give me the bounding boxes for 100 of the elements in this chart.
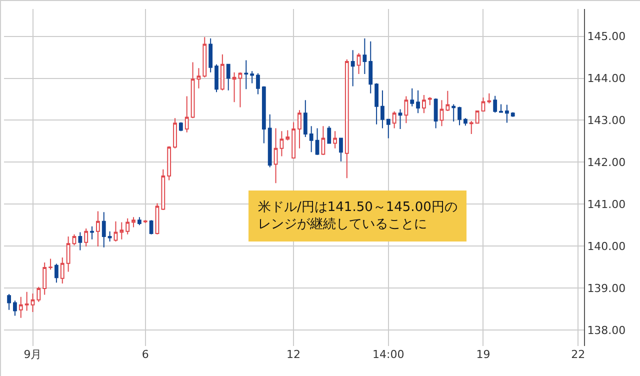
candlestick xyxy=(416,90,420,114)
candlestick xyxy=(422,94,426,114)
candlestick xyxy=(292,122,296,158)
candlestick xyxy=(410,88,414,107)
candlestick xyxy=(475,110,480,124)
candlestick xyxy=(274,128,278,184)
candlestick xyxy=(60,256,64,284)
candlestick xyxy=(434,98,438,129)
candlestick xyxy=(18,296,23,318)
y-tick-label: 138.00 xyxy=(587,324,626,337)
y-tick-label: 139.00 xyxy=(587,282,626,295)
candlestick xyxy=(428,96,432,106)
candlestick xyxy=(126,218,130,235)
candlestick xyxy=(298,110,302,149)
candlestick xyxy=(380,90,384,129)
candlestick xyxy=(499,104,503,114)
candlestick xyxy=(392,110,396,129)
candlestick xyxy=(84,228,88,248)
candlestick xyxy=(42,262,47,296)
candlestick xyxy=(333,130,337,149)
candlestick xyxy=(368,40,373,94)
candlestick xyxy=(339,138,343,162)
candlestick xyxy=(452,104,456,122)
y-tick-label: 140.00 xyxy=(587,240,626,253)
y-tick-label: 144.00 xyxy=(587,72,626,86)
y-tick-label: 143.00 xyxy=(587,114,626,128)
candlestick xyxy=(24,291,29,312)
candlestick xyxy=(504,104,509,124)
candlestick xyxy=(36,286,41,302)
candlestick xyxy=(232,72,236,103)
candlestick xyxy=(244,60,248,90)
candlestick xyxy=(7,293,11,310)
candlestick xyxy=(90,226,94,240)
candlestick xyxy=(344,58,349,179)
x-tick-label: 14:00 xyxy=(372,348,404,361)
candlestick xyxy=(262,86,266,144)
x-tick-label: 22 xyxy=(571,348,586,361)
candlestick xyxy=(72,234,76,246)
candlestick xyxy=(132,216,136,228)
candlestick xyxy=(398,108,402,130)
candlestick xyxy=(440,100,444,127)
candlestick xyxy=(13,300,17,316)
candlestick xyxy=(481,97,486,112)
candlestick xyxy=(493,95,498,114)
candlestick xyxy=(108,230,112,242)
candlestick xyxy=(350,50,355,87)
candlestick xyxy=(114,220,118,242)
x-tick-label: 12 xyxy=(286,348,301,361)
candlestick xyxy=(220,54,224,91)
candlestick xyxy=(286,130,290,141)
candlestick xyxy=(54,263,58,284)
candlestick xyxy=(173,118,177,149)
candlestick xyxy=(238,72,242,108)
candlestick xyxy=(469,120,474,135)
candlestick xyxy=(315,128,320,156)
candlestick xyxy=(458,106,462,126)
candlestick xyxy=(327,126,332,144)
candlestick xyxy=(208,38,213,73)
candlestick xyxy=(487,92,492,104)
candlestick xyxy=(202,36,207,78)
y-tick-label: 142.00 xyxy=(587,156,626,170)
candlestick xyxy=(66,236,70,272)
candlestick xyxy=(30,293,35,313)
candlestick xyxy=(167,146,172,181)
candlestick xyxy=(48,258,52,270)
x-tick-label: 9月 xyxy=(24,348,42,361)
candlestick xyxy=(190,62,195,119)
candlestick xyxy=(404,96,408,124)
candlestick xyxy=(446,90,450,112)
candlestick xyxy=(226,64,230,91)
candlestick xyxy=(196,68,201,89)
candlestick xyxy=(96,210,100,248)
candlestick xyxy=(356,52,361,75)
candlestick xyxy=(143,220,148,224)
candlestick xyxy=(149,220,154,235)
candlestick xyxy=(250,70,254,84)
candlestick xyxy=(78,232,82,251)
y-tick-label: 141.00 xyxy=(587,198,626,211)
candlestick xyxy=(102,212,106,248)
annotation: 米ドル/円は141.50～145.00円のレンジが継続していることに xyxy=(258,200,458,232)
candlestick xyxy=(280,130,284,157)
candlestick xyxy=(178,122,183,132)
y-tick-label: 145.00 xyxy=(587,30,626,44)
candlestick xyxy=(137,216,142,226)
candlestick xyxy=(256,72,260,95)
candlestick xyxy=(120,222,124,240)
candlestick xyxy=(321,126,326,156)
candlestick xyxy=(309,126,314,153)
candlestick xyxy=(374,82,378,125)
candlestick xyxy=(214,64,218,93)
candlestick xyxy=(268,114,272,168)
candlestick xyxy=(510,112,515,118)
x-tick-label: 19 xyxy=(476,348,490,361)
x-tick-label: 6 xyxy=(142,348,149,361)
candlestick xyxy=(184,96,189,133)
candlestick xyxy=(386,118,390,139)
candlestick xyxy=(303,100,308,138)
candlestick xyxy=(362,38,367,75)
candlestick xyxy=(161,168,166,211)
candlestick xyxy=(464,118,468,126)
